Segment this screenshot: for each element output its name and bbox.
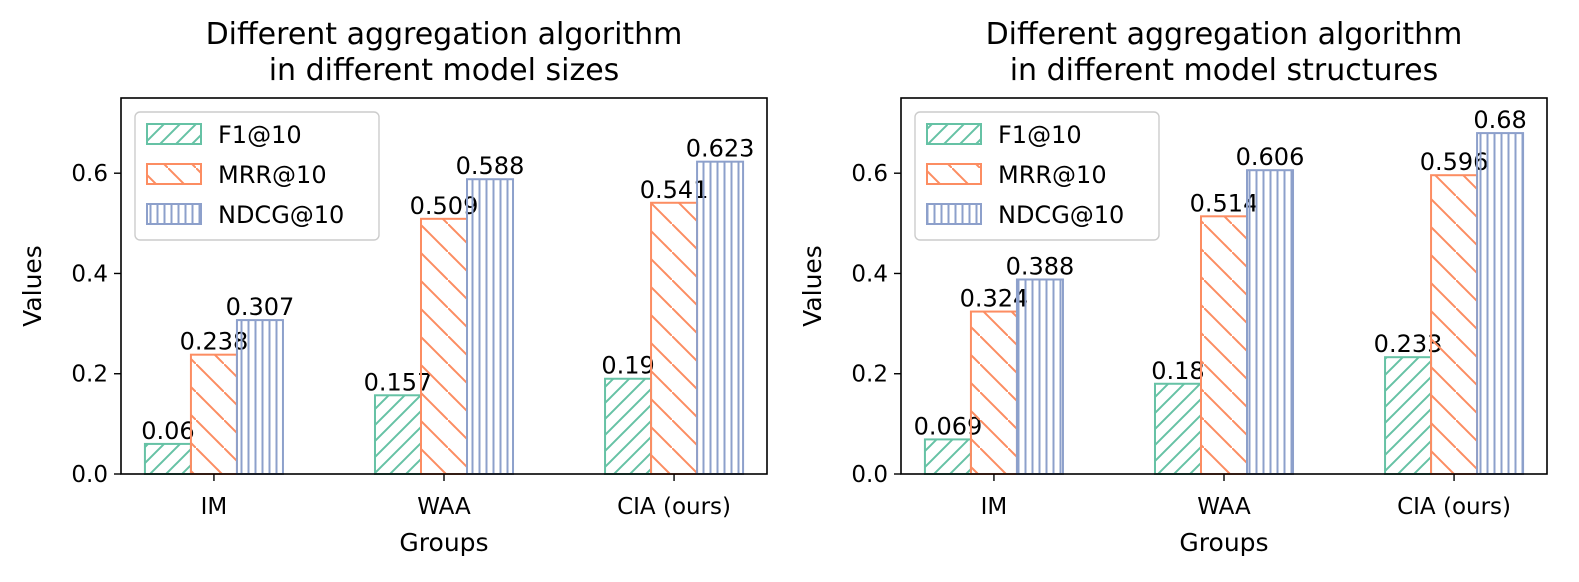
y-tick-label: 0.6 <box>851 161 888 187</box>
bar-ndcg-10-im <box>235 319 284 475</box>
series-ndcg-10: 0.388 0.606 0.68 <box>1006 106 1527 476</box>
y-tick-label: 0.4 <box>71 261 108 287</box>
x-axis-label: Groups <box>399 528 488 557</box>
bar-value-label: 0.18 <box>1151 357 1204 385</box>
legend-swatch-mrr-10 <box>926 163 982 185</box>
bar-value-label: 0.06 <box>141 417 194 445</box>
legend-label-ndcg-10: NDCG@10 <box>218 201 344 229</box>
bar-mrr-10-waa <box>419 217 469 475</box>
bar-ndcg-10-waa <box>466 178 515 475</box>
bar-value-label: 0.68 <box>1473 106 1526 134</box>
bar-ndcg-10-cia-ours <box>696 160 745 475</box>
bar-mrr-10-im <box>189 353 238 476</box>
legend: F1@10 MRR@10 NDCG@10 <box>914 111 1160 241</box>
legend-swatch-mrr-10 <box>146 163 202 185</box>
legend-label-ndcg-10: NDCG@10 <box>998 201 1124 229</box>
x-axis-label: Groups <box>1179 528 1268 557</box>
chart-title-line: Different aggregation algorithm <box>206 17 683 52</box>
chart-title-line: in different model structures <box>1010 53 1439 88</box>
bar-mrr-10-cia-ours <box>650 201 699 476</box>
x-tick-label: WAA <box>1197 494 1251 520</box>
legend-label-f1-10: F1@10 <box>998 121 1082 149</box>
legend-swatch-f1-10 <box>926 123 982 145</box>
bar-ndcg-10-waa <box>1246 169 1295 476</box>
x-tick-label: IM <box>981 494 1008 520</box>
bar-value-label: 0.588 <box>456 152 525 180</box>
legend-swatch-ndcg-10 <box>926 203 982 225</box>
legend-swatch-f1-10 <box>146 123 202 145</box>
legend-label-f1-10: F1@10 <box>218 121 302 149</box>
bar-f1-10-waa <box>373 394 422 476</box>
x-tick-label: IM <box>201 494 228 520</box>
x-tick-label: WAA <box>417 494 471 520</box>
chart-model-sizes: 0.060.1570.190.2380.5090.5410.3070.5880.… <box>18 17 768 557</box>
series-ndcg-10: 0.307 0.588 0.623 <box>226 135 755 475</box>
y-tick-label: 0.0 <box>851 462 888 488</box>
bar-value-label: 0.19 <box>601 352 654 380</box>
chart-title-line: in different model sizes <box>269 53 620 88</box>
bar-ndcg-10-im <box>1015 278 1064 475</box>
legend-label-mrr-10: MRR@10 <box>998 161 1107 189</box>
y-tick-label: 0.2 <box>71 362 108 388</box>
y-axis-label: Values <box>18 245 47 327</box>
bar-mrr-10-im <box>969 310 1018 475</box>
x-tick-label: CIA (ours) <box>1397 494 1511 520</box>
bar-f1-10-cia-ours <box>604 377 653 476</box>
bar-value-label: 0.388 <box>1006 252 1075 280</box>
legend-label-mrr-10: MRR@10 <box>218 161 327 189</box>
chart-title-line: Different aggregation algorithm <box>986 17 1463 52</box>
bar-ndcg-10-cia-ours <box>1476 132 1525 476</box>
bar-value-label: 0.623 <box>686 135 755 163</box>
bar-mrr-10-cia-ours <box>1430 174 1479 476</box>
bar-f1-10-cia-ours <box>1384 356 1433 475</box>
x-tick-label: CIA (ours) <box>617 494 731 520</box>
bar-value-label: 0.606 <box>1236 143 1305 171</box>
bar-mrr-10-waa <box>1199 215 1249 475</box>
legend: F1@10 MRR@10 NDCG@10 <box>134 111 380 241</box>
chart-model-structures: 0.0690.180.2330.3240.5140.5960.3880.6060… <box>798 17 1548 557</box>
bar-f1-10-im <box>143 442 192 476</box>
y-tick-label: 0.0 <box>71 462 108 488</box>
legend-swatch-ndcg-10 <box>146 203 202 225</box>
y-tick-label: 0.6 <box>71 161 108 187</box>
bar-value-label: 0.307 <box>226 293 295 321</box>
y-axis-label: Values <box>798 245 827 327</box>
bar-f1-10-im <box>923 438 972 475</box>
y-tick-label: 0.2 <box>851 362 888 388</box>
y-tick-label: 0.4 <box>851 261 888 287</box>
bar-f1-10-waa <box>1153 382 1202 476</box>
